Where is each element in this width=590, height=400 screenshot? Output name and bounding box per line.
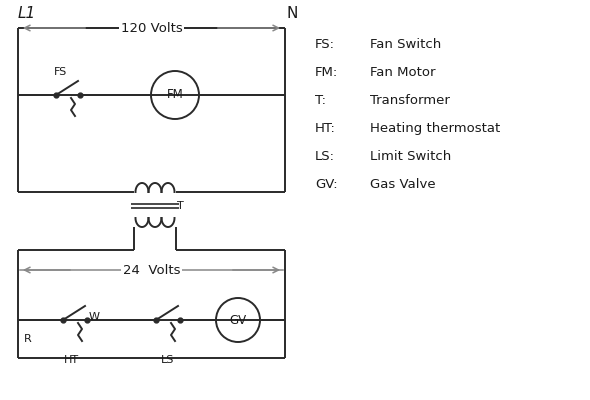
- Text: R: R: [24, 334, 32, 344]
- Text: W: W: [89, 312, 100, 322]
- Text: Transformer: Transformer: [370, 94, 450, 107]
- Text: HT: HT: [64, 355, 78, 365]
- Text: FM: FM: [166, 88, 183, 102]
- Text: T:: T:: [315, 94, 326, 107]
- Text: Heating thermostat: Heating thermostat: [370, 122, 500, 135]
- Text: T: T: [177, 201, 183, 211]
- Text: 120 Volts: 120 Volts: [120, 22, 182, 34]
- Text: Gas Valve: Gas Valve: [370, 178, 435, 191]
- Text: FS: FS: [54, 67, 67, 77]
- Text: N: N: [287, 6, 299, 22]
- Text: Fan Switch: Fan Switch: [370, 38, 441, 51]
- Text: Limit Switch: Limit Switch: [370, 150, 451, 163]
- Text: 24  Volts: 24 Volts: [123, 264, 181, 276]
- Text: GV: GV: [230, 314, 247, 326]
- Text: FS:: FS:: [315, 38, 335, 51]
- Text: LS:: LS:: [315, 150, 335, 163]
- Text: L1: L1: [18, 6, 36, 22]
- Text: Fan Motor: Fan Motor: [370, 66, 435, 79]
- Text: GV:: GV:: [315, 178, 337, 191]
- Text: FM:: FM:: [315, 66, 338, 79]
- Text: LS: LS: [161, 355, 175, 365]
- Text: HT:: HT:: [315, 122, 336, 135]
